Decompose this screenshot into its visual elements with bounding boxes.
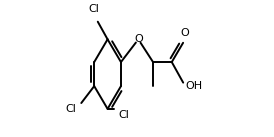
Text: O: O — [134, 34, 143, 44]
Text: Cl: Cl — [118, 110, 129, 120]
Text: O: O — [181, 28, 190, 38]
Text: Cl: Cl — [89, 4, 100, 14]
Text: Cl: Cl — [65, 104, 76, 114]
Text: OH: OH — [186, 81, 203, 91]
